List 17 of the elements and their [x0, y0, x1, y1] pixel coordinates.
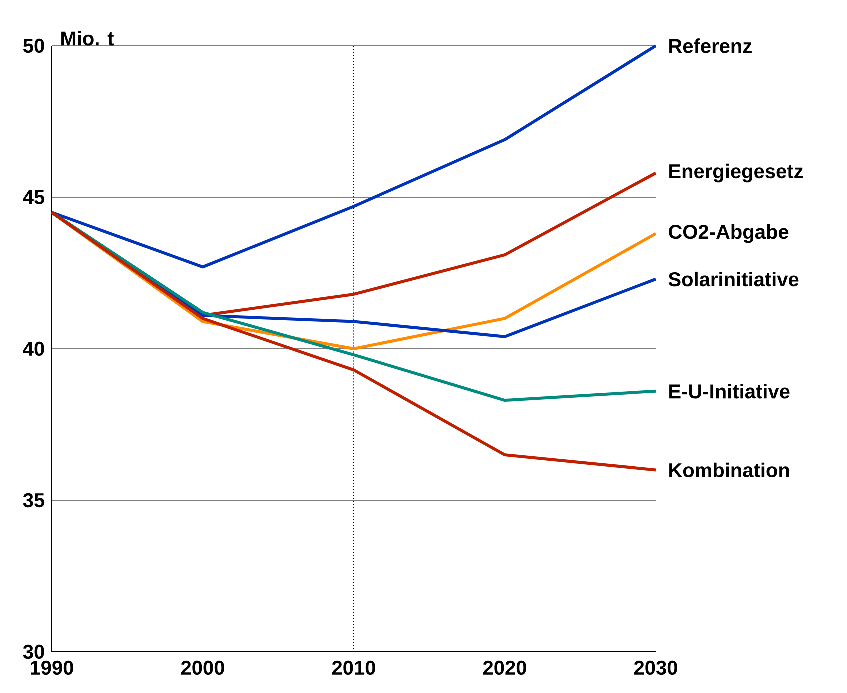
series-label: E-U-Initiative	[670, 384, 790, 399]
y-tick-label: 45	[23, 190, 45, 204]
x-tick-label: 2000	[181, 660, 224, 676]
y-tick-label: 30	[23, 644, 44, 660]
x-tick-label: 2020	[483, 660, 526, 676]
series-label: Referenz	[670, 38, 752, 54]
y-tick-label: 35	[23, 493, 45, 508]
y-tick-label: 40	[23, 342, 44, 356]
series-label: Kombination	[670, 462, 790, 478]
x-tick-label: 2010	[332, 660, 376, 676]
y-axis-title: Mio. t	[62, 31, 114, 46]
series-label: CO2-Abgabe	[669, 224, 789, 244]
series-label: Solarinitiative	[668, 272, 799, 287]
series-label: Energiegesetz	[670, 164, 804, 183]
y-tick-label: 50	[23, 38, 44, 54]
x-tick-label: 1990	[31, 660, 74, 676]
x-tick-label: 2030	[634, 660, 678, 676]
